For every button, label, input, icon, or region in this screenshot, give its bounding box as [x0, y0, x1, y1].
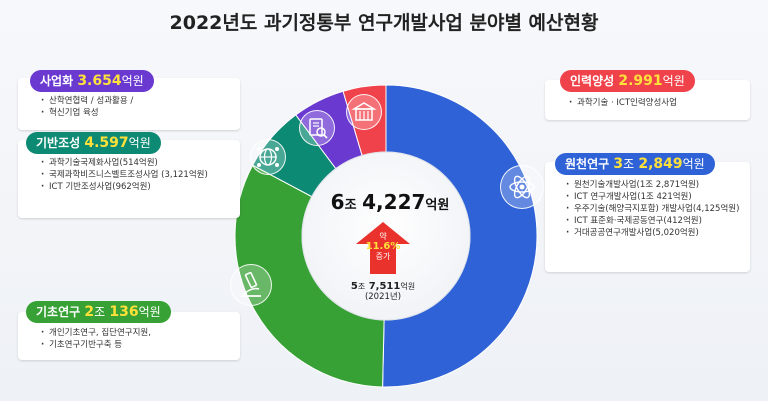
list-item: 개인기초연구, 집단연구지원, [40, 328, 230, 339]
manpower-list: 과학기술 · ICT인력양성사업 [568, 98, 748, 110]
basic-research-list: 개인기초연구, 집단연구지원, 기초연구기반구축 등 [40, 328, 230, 352]
list-item: 국제과학비즈니스벨트조성사업 (3,121억원) [40, 170, 230, 181]
increase-label: 약 11.6% 증가 [365, 232, 401, 261]
original-research-list: 원천기술개발사업(1조 2,871억원) ICT 연구개발사업(1조 421억원… [565, 180, 745, 240]
commercialization-list: 산학연협력 / 성과활용 / 혁신기업 육성 [40, 96, 230, 120]
commercialization-header: 사업화 3.654억원 [30, 70, 154, 92]
list-item: 거대공공연구개발사업(5,020억원) [565, 228, 745, 239]
list-item: 과학기술국제화사업(514억원) [40, 158, 230, 169]
list-item: ICT 연구개발사업(1조 421억원) [565, 192, 745, 203]
list-item: ICT 표준화·국제공동연구(412억원) [565, 216, 745, 227]
atom-icon [500, 165, 544, 209]
infrastructure-header: 기반조성 4.597억원 [26, 132, 161, 154]
network-globe-icon [250, 139, 286, 175]
infrastructure-list: 과학기술국제화사업(514억원) 국제과학비즈니스벨트조성사업 (3,121억원… [40, 158, 230, 194]
total-budget: 6조 4,227억원 [330, 190, 450, 214]
previous-year-budget: 5조 7,511억원 (2021년) [350, 281, 416, 302]
increase-arrow-icon [356, 222, 410, 274]
document-search-icon [299, 110, 335, 146]
original-research-header: 원천연구 3조 2,849억원 [555, 153, 715, 175]
manpower-header: 인력양성 2.991억원 [560, 70, 695, 92]
list-item: 혁신기업 육성 [40, 108, 230, 119]
page-title: 2022년도 과기정통부 연구개발사업 분야별 예산현황 [169, 12, 599, 34]
microscope-icon [230, 264, 272, 306]
basic-research-header: 기초연구 2조 136억원 [26, 301, 171, 323]
list-item: 산학연협력 / 성과활용 / [40, 96, 230, 107]
list-item: 과학기술 · ICT인력양성사업 [568, 98, 748, 109]
list-item: 원천기술개발사업(1조 2,871억원) [565, 180, 745, 191]
list-item: ICT 기반조성사업(962억원) [40, 182, 230, 193]
list-item: 기초연구기반구축 등 [40, 340, 230, 351]
list-item: 우주기술(해양극지포함) 개발사업(4,125억원) [565, 204, 745, 215]
school-building-icon [346, 94, 382, 130]
